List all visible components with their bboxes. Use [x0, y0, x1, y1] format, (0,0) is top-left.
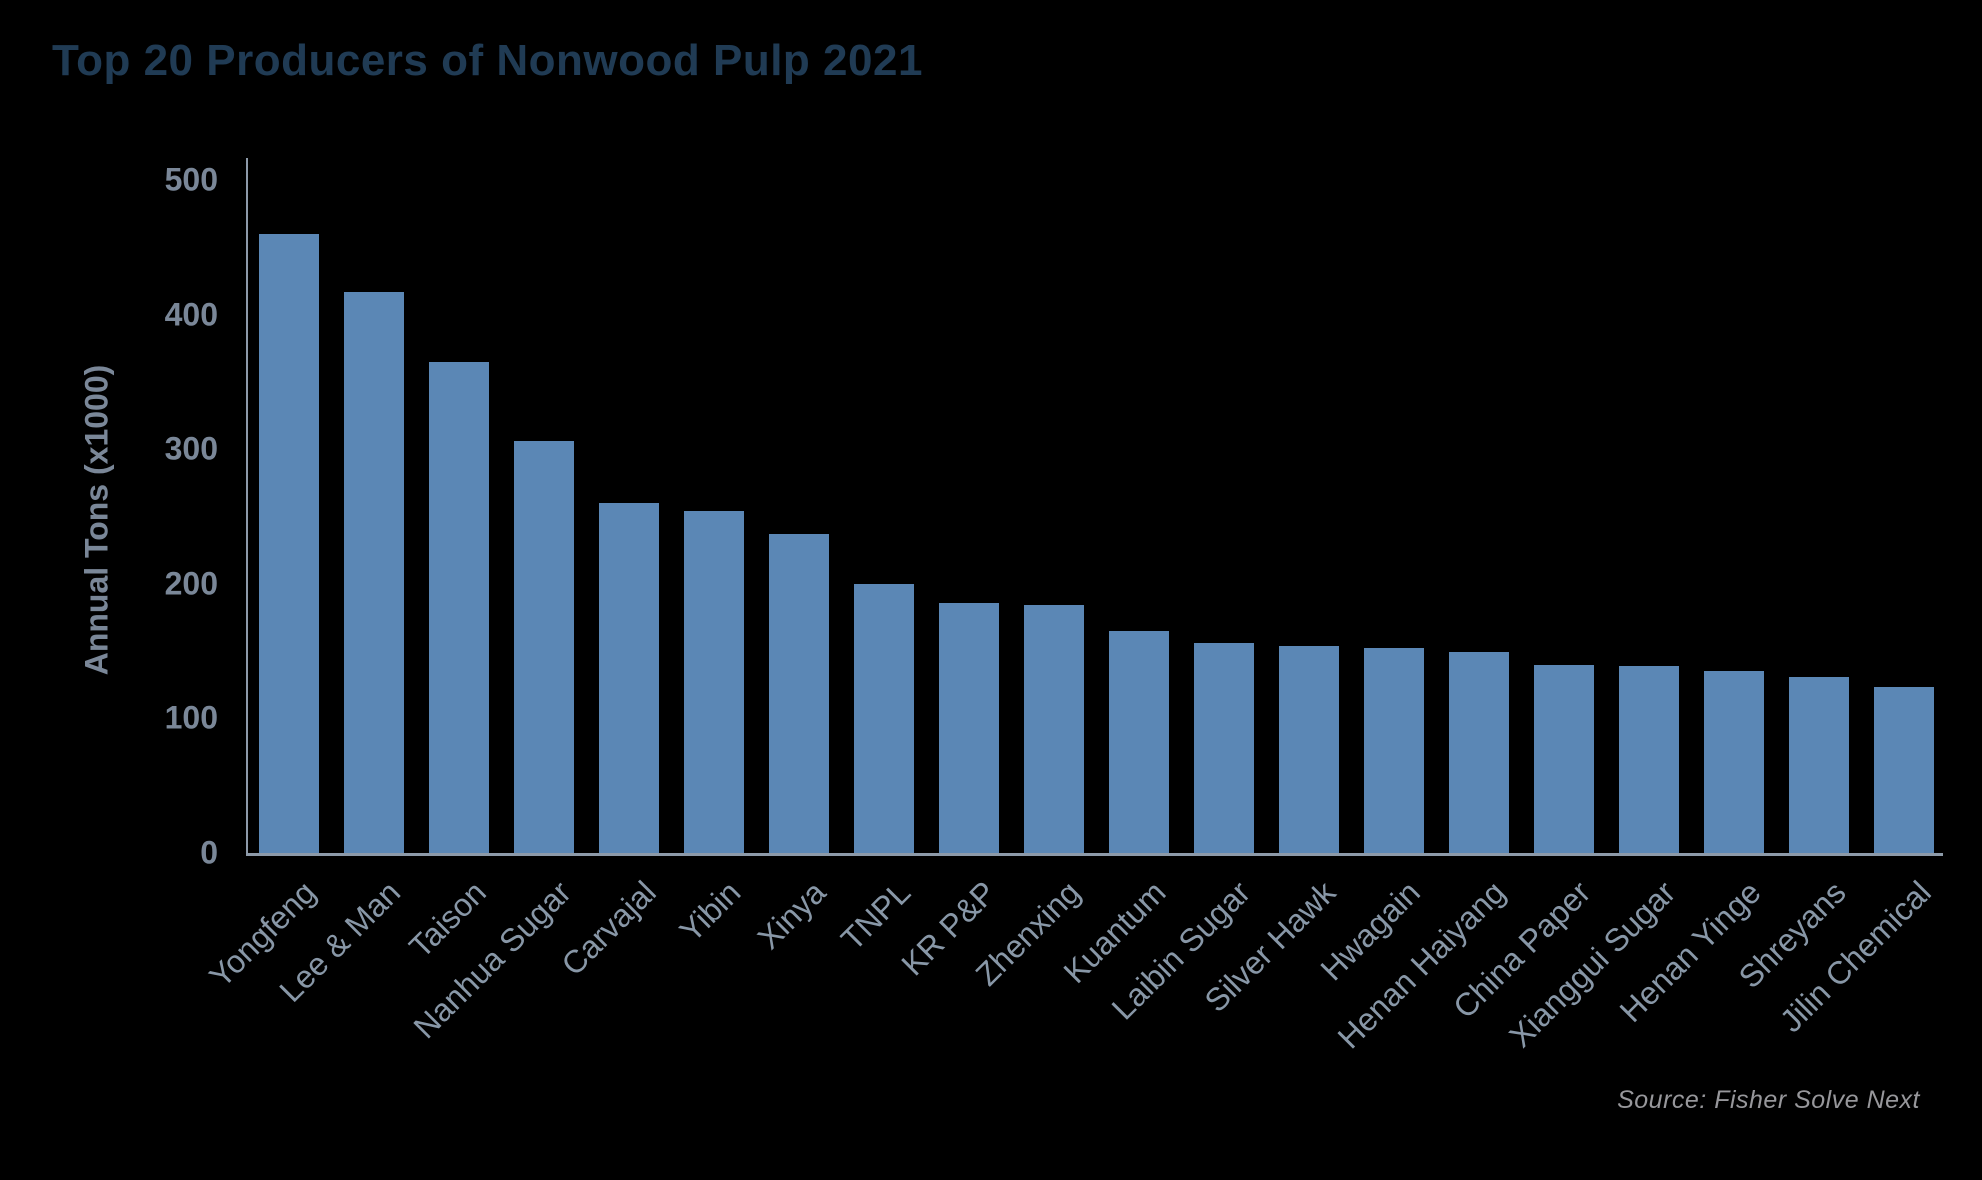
- bar-yibin: [684, 511, 744, 853]
- chart-title: Top 20 Producers of Nonwood Pulp 2021: [52, 36, 923, 85]
- bar-xianggui-sugar: [1619, 665, 1679, 853]
- y-tick-label: 300: [164, 430, 218, 467]
- x-tick-label: Xinya: [750, 874, 833, 957]
- bar-laibin-sugar: [1194, 643, 1254, 853]
- y-axis-line: [246, 158, 248, 856]
- x-axis-line: [246, 853, 1943, 856]
- bar-lee-man: [344, 291, 404, 853]
- bar-shreyans: [1789, 676, 1849, 853]
- bar-henan-haiyang: [1449, 652, 1509, 853]
- y-tick-label: 200: [164, 565, 218, 602]
- y-tick-label: 400: [164, 296, 218, 333]
- bar-hwagain: [1364, 648, 1424, 853]
- y-axis-label: Annual Tons (x1000): [78, 364, 115, 676]
- source-note: Source: Fisher Solve Next: [1617, 1086, 1920, 1114]
- bar-china-paper: [1534, 664, 1594, 853]
- bar-kuantum: [1109, 630, 1169, 853]
- bar-xinya: [769, 533, 829, 853]
- x-tick-label: Carvajal: [554, 874, 663, 983]
- bar-carvajal: [599, 503, 659, 853]
- bar-silver-hawk: [1279, 645, 1339, 853]
- bar-taison: [429, 361, 489, 853]
- y-tick-label: 500: [164, 161, 218, 198]
- y-tick-label: 0: [200, 834, 218, 871]
- bar-nanhua-sugar: [514, 441, 574, 853]
- y-tick-label: 100: [164, 699, 218, 736]
- bar-zhenxing: [1024, 605, 1084, 853]
- x-tick-label: Yibin: [672, 874, 748, 949]
- x-tick-label: Jilin Chemical: [1772, 874, 1938, 1040]
- bar-tnpl: [854, 583, 914, 853]
- bar-kr-p-p: [939, 602, 999, 853]
- bar-jilin-chemical: [1874, 687, 1934, 853]
- bar-yongfeng: [259, 233, 319, 853]
- bar-henan-yinge: [1704, 671, 1764, 853]
